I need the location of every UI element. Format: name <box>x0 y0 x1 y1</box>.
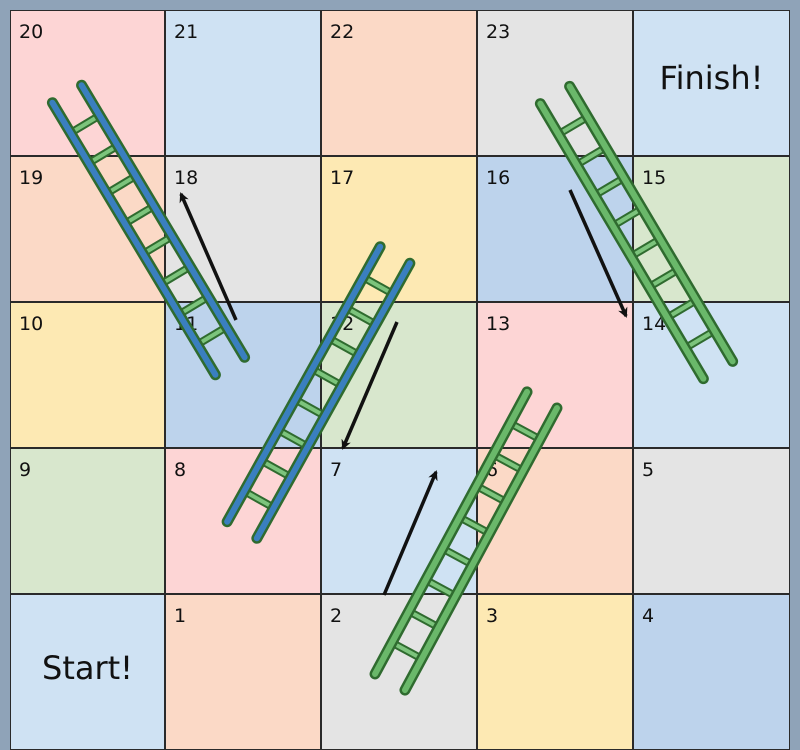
square-number: 6 <box>486 459 499 481</box>
square-number: 17 <box>330 167 355 189</box>
square-5: 5 <box>633 448 790 594</box>
square-number: 20 <box>19 21 44 43</box>
square-number: 3 <box>486 605 499 627</box>
square-16: 16 <box>477 156 633 302</box>
square-number: 8 <box>174 459 187 481</box>
square-number: 22 <box>330 21 355 43</box>
square-12: 12 <box>321 302 477 448</box>
game-board: 20 21 22 23 Finish! 19 18 17 16 15 10 11 12 13 14 9 8 7 6 5… <box>10 10 790 750</box>
square-10: 10 <box>10 302 165 448</box>
square-number: 1 <box>174 605 187 627</box>
square-23: 23 <box>477 10 633 156</box>
square-number: 16 <box>486 167 511 189</box>
square-number: 2 <box>330 605 343 627</box>
square-number: 7 <box>330 459 343 481</box>
square-18: 18 <box>165 156 321 302</box>
square-2: 2 <box>321 594 477 750</box>
square-number: 13 <box>486 313 511 335</box>
square-22: 22 <box>321 10 477 156</box>
square-8: 8 <box>165 448 321 594</box>
square-20: 20 <box>10 10 165 156</box>
square-number: 21 <box>174 21 199 43</box>
start-square: Start! <box>10 594 165 750</box>
square-number: 19 <box>19 167 44 189</box>
square-9: 9 <box>10 448 165 594</box>
square-17: 17 <box>321 156 477 302</box>
square-number: 12 <box>330 313 355 335</box>
square-13: 13 <box>477 302 633 448</box>
square-number: 11 <box>174 313 199 335</box>
square-number: 14 <box>642 313 667 335</box>
square-19: 19 <box>10 156 165 302</box>
start-label: Start! <box>42 649 133 687</box>
square-6: 6 <box>477 448 633 594</box>
finish-label: Finish! <box>659 59 764 97</box>
square-number: 18 <box>174 167 199 189</box>
square-1: 1 <box>165 594 321 750</box>
square-21: 21 <box>165 10 321 156</box>
square-number: 4 <box>642 605 655 627</box>
square-number: 15 <box>642 167 667 189</box>
square-7: 7 <box>321 448 477 594</box>
square-number: 23 <box>486 21 511 43</box>
square-number: 5 <box>642 459 655 481</box>
square-number: 9 <box>19 459 32 481</box>
square-4: 4 <box>633 594 790 750</box>
square-number: 10 <box>19 313 44 335</box>
square-14: 14 <box>633 302 790 448</box>
finish-square: Finish! <box>633 10 790 156</box>
square-15: 15 <box>633 156 790 302</box>
square-3: 3 <box>477 594 633 750</box>
square-11: 11 <box>165 302 321 448</box>
